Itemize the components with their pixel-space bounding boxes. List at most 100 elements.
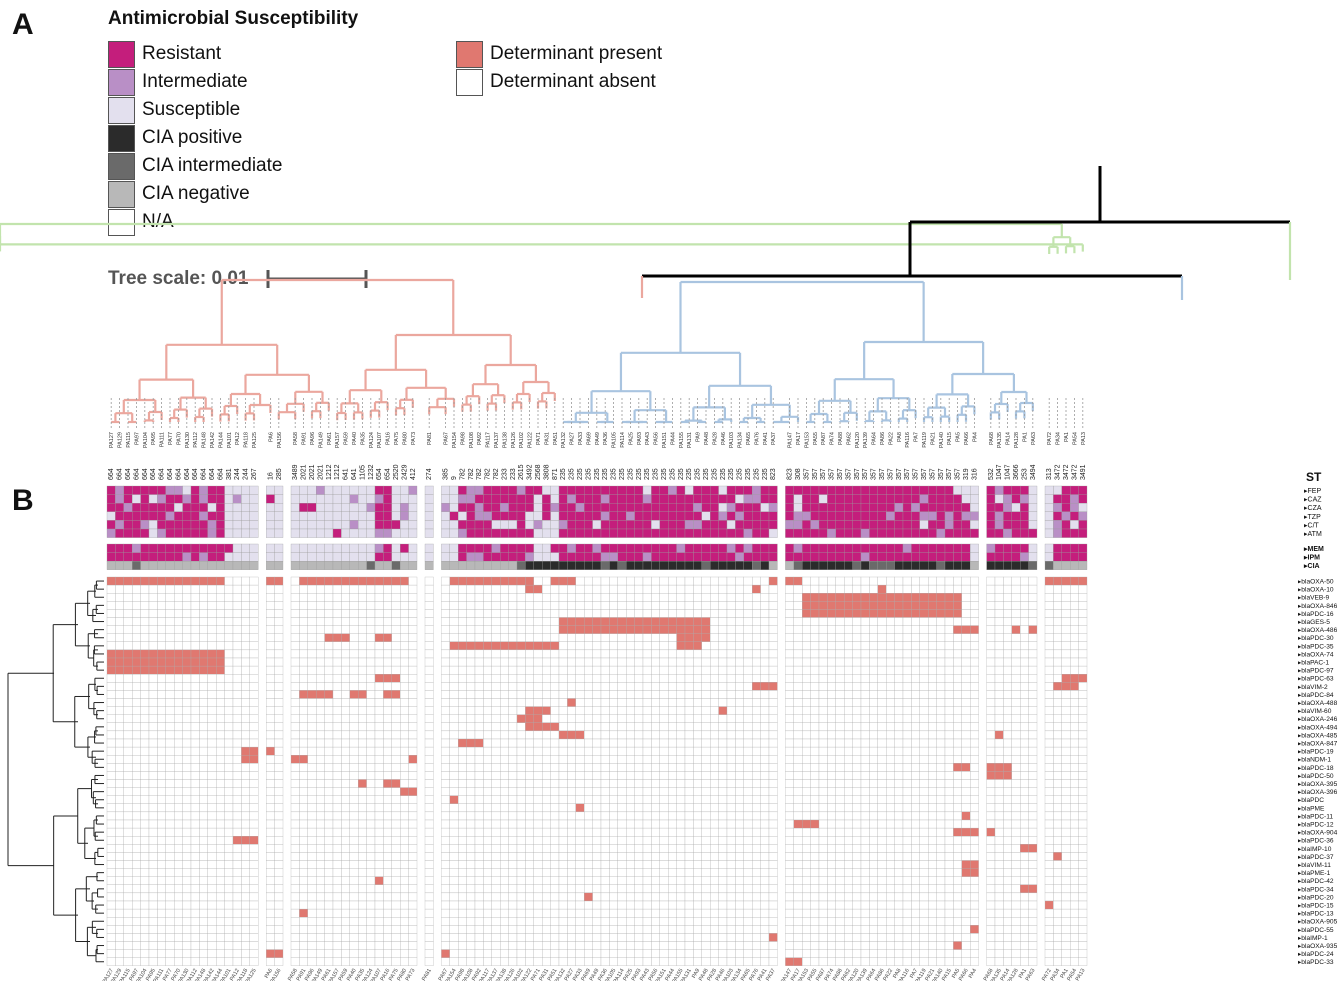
determinant-cell: [970, 714, 979, 723]
determinant-cell: [961, 584, 971, 594]
susceptibility-cell: [274, 528, 284, 538]
determinant-cell: [483, 641, 492, 651]
determinant-cell: [592, 738, 602, 748]
determinant-cell: [1020, 609, 1029, 618]
determinant-cell: [123, 657, 133, 667]
determinant-cell: [165, 593, 175, 602]
st-value: 357: [913, 468, 920, 480]
determinant-cell: [1053, 690, 1062, 699]
determinant-cell: [299, 698, 308, 707]
susceptibility-cell: [768, 511, 778, 521]
determinant-cell: [266, 601, 275, 610]
determinant-cell: [449, 722, 459, 732]
susceptibility-cell: [374, 485, 384, 495]
determinant-cell: [349, 779, 359, 788]
determinant-cell: [642, 771, 652, 780]
determinant-cell: [1070, 706, 1079, 715]
determinant-cell: [609, 609, 618, 618]
determinant-cell: [642, 593, 652, 602]
susceptibility-cell: [190, 520, 200, 530]
determinant-cell: [928, 706, 937, 715]
determinant-cell: [516, 665, 526, 675]
determinant-cell: [1011, 617, 1021, 626]
determinant-cell: [391, 576, 401, 586]
determinant-cell: [810, 633, 820, 642]
determinant-cell: [693, 609, 702, 618]
carbapenem-cell: [132, 552, 141, 562]
determinant-cell: [735, 722, 744, 732]
determinant-cell: [852, 633, 862, 642]
determinant-cell: [718, 649, 728, 659]
determinant-cell: [592, 584, 602, 594]
determinant-cell: [928, 746, 937, 756]
determinant-cell: [550, 609, 560, 618]
susceptibility-cell: [617, 485, 627, 495]
determinant-cell: [358, 738, 367, 748]
susceptibility-cell: [676, 485, 686, 495]
determinant-cell: [391, 746, 401, 756]
determinant-cell: [961, 682, 971, 691]
determinant-cell: [466, 633, 476, 642]
determinant-cell: [953, 779, 962, 788]
determinant-cell: [1003, 803, 1012, 813]
determinant-cell: [199, 730, 208, 740]
determinant-cell: [332, 755, 342, 764]
st-value: 233: [510, 468, 517, 480]
susceptibility-cell: [274, 485, 284, 495]
determinant-cell: [132, 609, 141, 618]
susceptibility-cell: [500, 494, 509, 504]
determinant-cell: [701, 771, 711, 780]
determinant-cell: [600, 795, 610, 804]
determinant-cell: [232, 803, 242, 813]
susceptibility-cell: [1044, 511, 1054, 521]
determinant-cell: [793, 633, 803, 642]
determinant-cell: [1053, 576, 1062, 586]
determinant-cell: [961, 746, 971, 756]
susceptibility-cell: [148, 511, 158, 521]
susceptibility-cell: [474, 503, 484, 512]
determinant-cell: [165, 633, 175, 642]
determinant-cell: [299, 722, 308, 732]
determinant-cell: [324, 633, 334, 642]
susceptibility-cell: [634, 494, 644, 504]
determinant-cell: [366, 787, 376, 796]
susceptibility-cell: [676, 511, 686, 521]
susceptibility-cell: [609, 503, 618, 512]
susceptibility-cell: [592, 520, 602, 530]
determinant-cell: [785, 649, 794, 659]
determinant-cell: [1053, 625, 1062, 634]
determinant-cell: [768, 649, 778, 659]
determinant-cell: [617, 609, 627, 618]
determinant-cell: [500, 665, 509, 675]
determinant-cell: [844, 763, 853, 772]
susceptibility-cell: [349, 485, 359, 495]
determinant-cell: [726, 738, 736, 748]
determinant-cell: [474, 674, 484, 683]
determinant-cell: [241, 674, 250, 683]
determinant-cell: [743, 633, 753, 642]
susceptibility-cell: [810, 511, 820, 521]
susceptibility-cell: [190, 503, 200, 512]
susceptibility-cell: [207, 520, 217, 530]
determinant-cell: [1070, 657, 1079, 667]
determinant-cell: [207, 746, 217, 756]
susceptibility-cell: [659, 511, 669, 521]
legend-susceptibility-item: CIA negative: [108, 180, 250, 208]
determinant-cell: [810, 787, 820, 796]
determinant-cell: [106, 771, 116, 780]
determinant-cell: [986, 730, 996, 740]
determinant-cell: [860, 763, 870, 772]
st-value: 664: [201, 468, 208, 480]
determinant-cell: [132, 779, 141, 788]
susceptibility-cell: [542, 520, 551, 530]
determinant-cell: [157, 746, 166, 756]
susceptibility-cell: [533, 494, 543, 504]
determinant-cell: [366, 722, 376, 732]
determinant-cell: [391, 738, 401, 748]
determinant-cell: [869, 665, 878, 675]
determinant-cell: [516, 706, 526, 715]
st-header: ST: [1306, 470, 1322, 484]
determinant-cell: [693, 779, 702, 788]
determinant-cell: [928, 722, 937, 732]
determinant-cell: [232, 609, 242, 618]
